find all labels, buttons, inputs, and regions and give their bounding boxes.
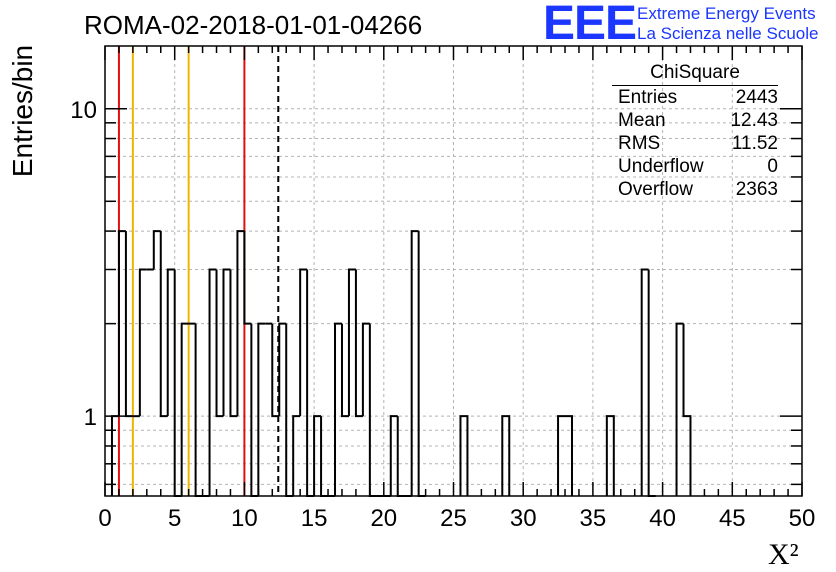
x-tick-label: 0 [98,505,111,532]
chart-title: ROMA-02-2018-01-01-04266 [84,10,423,40]
y-tick-label: 1 [84,404,97,431]
stats-row-overflow: Overflow 2363 [612,178,778,201]
histogram-bin [347,268,356,417]
x-tick-label: 30 [510,505,537,532]
x-axis-label: X² [768,538,799,571]
x-axis: 0 5 10 15 20 25 30 35 40 45 50 [98,46,815,532]
x-tick-label: 45 [719,505,746,532]
stats-label: Overflow [618,179,693,200]
histogram-bin [417,231,426,497]
histogram-bin [194,323,203,497]
histogram-bin [675,322,684,496]
x-tick-label: 25 [440,505,467,532]
histogram-bin [180,322,189,496]
histogram-bin [236,230,245,417]
histogram-bin [215,269,224,418]
logo-line-2: La Scienza nelle Scuole [637,24,819,43]
y-axis-label: Entries/bin [7,44,38,178]
stats-label: RMS [618,133,661,154]
stats-label: Underflow [618,156,704,177]
histogram-bin [605,415,615,496]
histogram-bin [682,323,692,496]
x-tick-label: 40 [649,505,676,532]
histogram-bin [257,322,266,496]
y-tick-label: 10 [70,97,97,124]
histogram-bin [250,323,259,497]
stats-value: 2363 [735,179,778,200]
stats-box: ChiSquare Entries 2443 Mean 12.43 RMS 11.52… [612,62,778,201]
histogram-bin [640,268,649,496]
reference-lines [117,46,280,496]
x-tick-label: 50 [789,505,816,532]
histogram-bin [501,415,511,496]
histogram-bin [138,268,147,417]
histogram-bin [334,322,342,496]
histogram-bin [410,230,419,496]
histogram-bin [271,323,280,418]
histogram-bin [557,415,566,496]
histogram-bin [243,231,252,325]
x-tick-label: 20 [370,505,397,532]
histogram-bin [229,269,238,418]
stats-row-rms: RMS 11.52 [612,132,778,155]
histogram-bin [306,269,315,497]
histogram-bin [459,415,469,496]
stats-value: 12.43 [730,110,778,131]
histogram-bin [152,230,161,270]
histogram-bin [222,268,231,417]
histogram-bin [278,322,287,417]
histogram-bin [368,323,377,497]
histogram-bin [292,415,301,496]
histogram-bin [354,269,363,418]
histogram-bin [361,322,370,417]
histogram-bin [159,231,168,418]
stats-row-entries: Entries 2443 [612,86,778,109]
histogram-bin [173,269,182,497]
stats-row-underflow: Underflow 0 [612,155,778,178]
stats-label: Mean [618,110,666,131]
histogram-series [110,230,692,497]
histogram-bin [340,323,349,418]
histogram-bin [299,268,308,417]
x-tick-label: 10 [231,505,258,532]
stats-row-mean: Mean 12.43 [612,109,778,132]
histogram-bin [565,415,573,496]
x-tick-label: 35 [580,505,607,532]
eee-logo-mark: EEE [543,0,637,50]
histogram-bin [313,415,322,496]
histogram-bin [166,268,175,417]
histogram-bin [285,323,294,497]
histogram-bin [208,268,217,496]
y-axis: 1 10 [70,97,802,486]
x-tick-label: 5 [168,505,181,532]
eee-logo: EEE Extreme Energy Events La Scienza nel… [543,0,833,50]
histogram-bin [117,230,126,417]
stats-value: 2443 [735,87,778,108]
grid [105,46,802,496]
stats-title: ChiSquare [612,62,778,86]
stats-value: 11.52 [731,133,778,154]
histogram-bin [389,415,398,496]
x-tick-label: 15 [301,505,328,532]
histogram-bin [647,269,656,497]
stats-value: 0 [767,156,778,177]
logo-line-1: Extreme Energy Events [637,4,816,23]
stats-label: Entries [618,87,678,108]
